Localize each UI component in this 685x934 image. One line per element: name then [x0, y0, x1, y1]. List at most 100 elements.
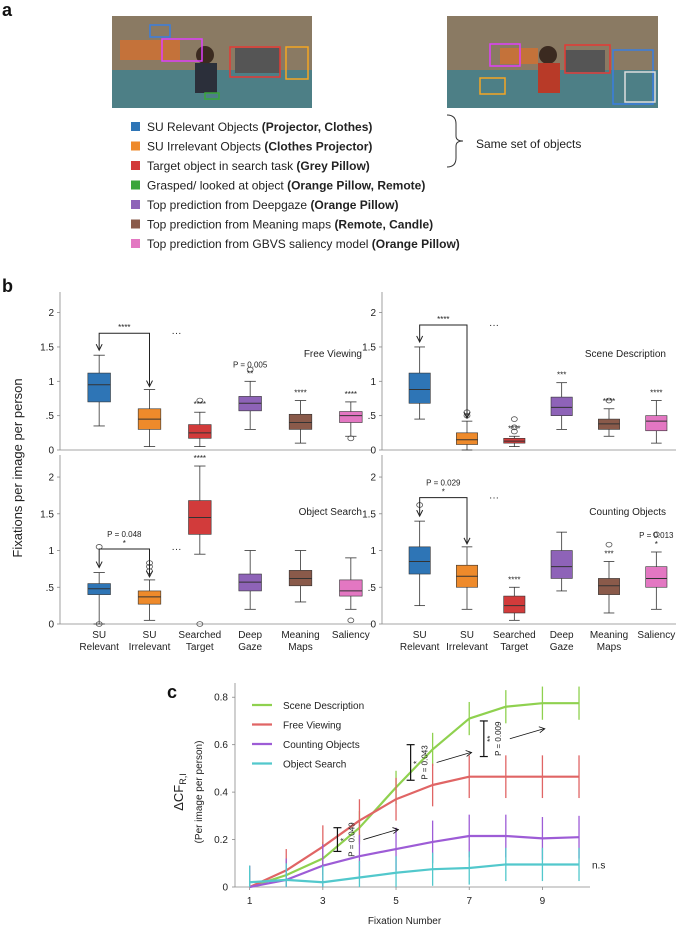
x-tick-label: Searched [178, 630, 221, 641]
legend-a-item-text: Top prediction from Deepgaze [147, 198, 310, 212]
x-tick-label: 5 [393, 896, 399, 907]
x-tick-label: Deep [238, 630, 262, 641]
panel-label-a: a [2, 0, 13, 20]
box [550, 550, 573, 579]
pvalue-label: P = 0.013 [639, 531, 674, 540]
box [137, 590, 162, 605]
bracket-significance: **** [437, 315, 449, 324]
outlier-point [347, 435, 355, 442]
y-tick-label: .5 [46, 411, 55, 422]
x-tick-label: Searched [493, 630, 536, 641]
x-tick-label: SU [92, 630, 106, 641]
box [339, 411, 363, 423]
bracket-significance: **** [118, 323, 130, 332]
bracket-significance: * [442, 488, 445, 497]
panel-label-c: c [167, 682, 177, 702]
legend-label: Object Search [283, 760, 346, 771]
panel-title: Object Search [299, 507, 362, 518]
box [87, 372, 111, 403]
y-tick-label: 0.2 [214, 835, 228, 846]
x-tick-label: SU [460, 630, 474, 641]
significance-bracket [419, 324, 468, 418]
significance-label: *** [604, 550, 613, 559]
bracket-arrowhead [463, 537, 471, 545]
legend-a-item-text: Target object in search task [147, 159, 296, 173]
significance-annotation: ** P = 0.009 [479, 720, 546, 758]
legend-a-item-text: Grasped/ looked at object [147, 179, 287, 193]
legend-a-item-text: SU Relevant Objects [147, 120, 262, 134]
outlier-point [95, 544, 103, 550]
legend-a-item-bold: (Grey Pillow) [296, 159, 369, 173]
series-counting-objects [248, 814, 580, 889]
y-tick-label: 0 [48, 620, 54, 631]
x-tick-label: SU [413, 630, 427, 641]
y-tick-label: 2 [48, 308, 54, 319]
significance-bracket [419, 497, 468, 543]
significance-label: **** [508, 575, 520, 584]
bracket-arrowhead [95, 343, 103, 352]
annotation-arrowhead [392, 827, 400, 834]
panel-title: Counting Objects [589, 507, 666, 518]
y-tick-label: 1 [48, 546, 54, 557]
legend-a-item: SU Relevant Objects (Projector, Clothes) [147, 120, 372, 134]
y-tick-label: 1 [48, 377, 54, 388]
y-tick-label: 1.5 [362, 342, 376, 353]
y-tick-label: 0.4 [214, 788, 228, 799]
x-tick-label: SU [143, 630, 157, 641]
y-tick-label: 1 [370, 377, 376, 388]
x-tick-label: Saliency [332, 630, 370, 641]
y-tick-label: 1 [370, 546, 376, 557]
box [339, 579, 363, 597]
legend-a-item-bold: (Orange Pillow) [310, 198, 398, 212]
legend-a-swatch [131, 239, 140, 248]
outlier-point [196, 397, 204, 404]
bracket-arrowhead [416, 335, 424, 344]
annotation-stars: * [339, 838, 348, 841]
y-tick-label: .5 [368, 583, 377, 594]
legend-a-swatch [131, 180, 140, 190]
end-label: n.s [592, 860, 605, 871]
y-tick-label: 2 [370, 308, 376, 319]
legend-a-item-bold: (Orange Pillow) [372, 237, 460, 251]
boxplot-grid: 0.511.52******P = 0.005**** ********···Fr… [40, 292, 676, 653]
x-tick-label: Irrelevant [129, 642, 171, 653]
x-tick-label: Deep [550, 630, 574, 641]
significance-label: **** [508, 424, 520, 433]
scene-photo-left [112, 16, 312, 108]
x-tick-label: 9 [540, 896, 546, 907]
annotation-pvalue: P = 0.043 [421, 745, 430, 780]
bracket-significance: * [123, 539, 126, 548]
legend-a-swatch [131, 122, 140, 131]
annotation-stars: * [413, 761, 422, 764]
x-tick-label: Gaze [238, 642, 262, 653]
x-tick-label: 1 [247, 896, 253, 907]
legend-a-swatch [131, 200, 140, 209]
significance-label: **** [194, 454, 206, 463]
box [408, 372, 431, 404]
box [645, 566, 668, 588]
panel-title: Scene Description [585, 349, 666, 360]
annotation-stars: ** [486, 736, 495, 742]
legend-a-swatch [131, 141, 140, 151]
y-axis-label: ΔCFR,I [171, 773, 188, 811]
y-axis-label-main: ΔCF [171, 785, 186, 811]
boxplot-y-axis-label: Fixations per image per person [10, 378, 25, 557]
series-scene-description [248, 686, 580, 889]
y-tick-label: 0 [370, 446, 376, 457]
series-free-viewing [248, 755, 580, 889]
legend-label: Scene Description [283, 701, 364, 712]
legend-a-swatch [131, 161, 140, 170]
series-line [249, 834, 580, 889]
significance-label: ** [247, 369, 253, 378]
x-tick-label: Maps [597, 642, 621, 653]
boxplot-panel: 0.511.52******P = 0.005**** ********···Fr… [40, 292, 372, 457]
bracket-ellipsis: ··· [489, 493, 499, 504]
y-axis-label-units: (Per image per person) [194, 741, 205, 844]
legend-a-item-text: Top prediction from Meaning maps [147, 218, 334, 232]
x-tick-label: 3 [320, 896, 326, 907]
outlier-point [347, 617, 355, 624]
outlier-point [196, 621, 204, 627]
outlier-point [510, 428, 518, 435]
brace-label: Same set of objects [476, 137, 581, 151]
annotation-pvalue: P = 0.009 [494, 721, 503, 756]
